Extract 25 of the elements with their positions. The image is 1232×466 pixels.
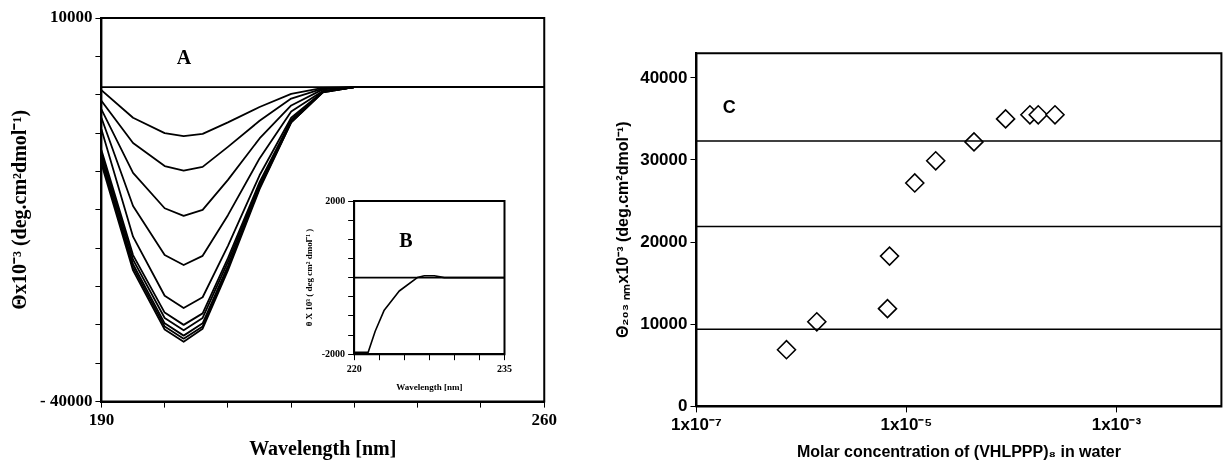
y-tick-label: 10000 xyxy=(640,313,688,333)
y-tick-label: 30000 xyxy=(640,149,688,169)
x-tick-label: 260 xyxy=(531,410,557,430)
x-axis-title: Molar concentration of (VHLPPP)₈ in water xyxy=(796,442,1121,460)
x-tick-label: 1x10⁻⁷ xyxy=(671,415,722,435)
x-tick-label: 220 xyxy=(346,362,362,374)
y-tick-label: - 40000 xyxy=(39,390,93,410)
y-axis-title: θ X 10³ ( deg cm² dmol⁻¹ ) xyxy=(303,228,314,327)
x-tick-label: 1x10⁻³ xyxy=(1091,415,1142,435)
y-tick-label: 0 xyxy=(678,396,688,416)
annotation: C xyxy=(722,97,736,118)
x-tick-label: 190 xyxy=(88,410,115,430)
y-tick-label: 40000 xyxy=(640,67,688,87)
y-axis-title: Θx10⁻³ (deg.cm²dmol⁻¹) xyxy=(8,109,32,310)
x-axis-title: Wavelength [nm] xyxy=(249,437,397,461)
y-tick-label: 20000 xyxy=(640,231,688,251)
x-tick-label: 1x10⁻⁵ xyxy=(880,415,933,435)
annotation: B xyxy=(399,228,413,251)
annotation: A xyxy=(176,46,192,69)
y-tick-label: -2000 xyxy=(321,347,346,359)
y-axis-title: Θ₂₀₃ ₙₘx10⁻³ (deg.cm²dmol⁻¹) xyxy=(614,121,632,339)
x-axis-title: Wavelength [nm] xyxy=(396,381,463,392)
x-tick-label: 235 xyxy=(497,362,512,374)
y-tick-label: 2000 xyxy=(325,194,346,206)
y-tick-label: 10000 xyxy=(49,7,93,27)
